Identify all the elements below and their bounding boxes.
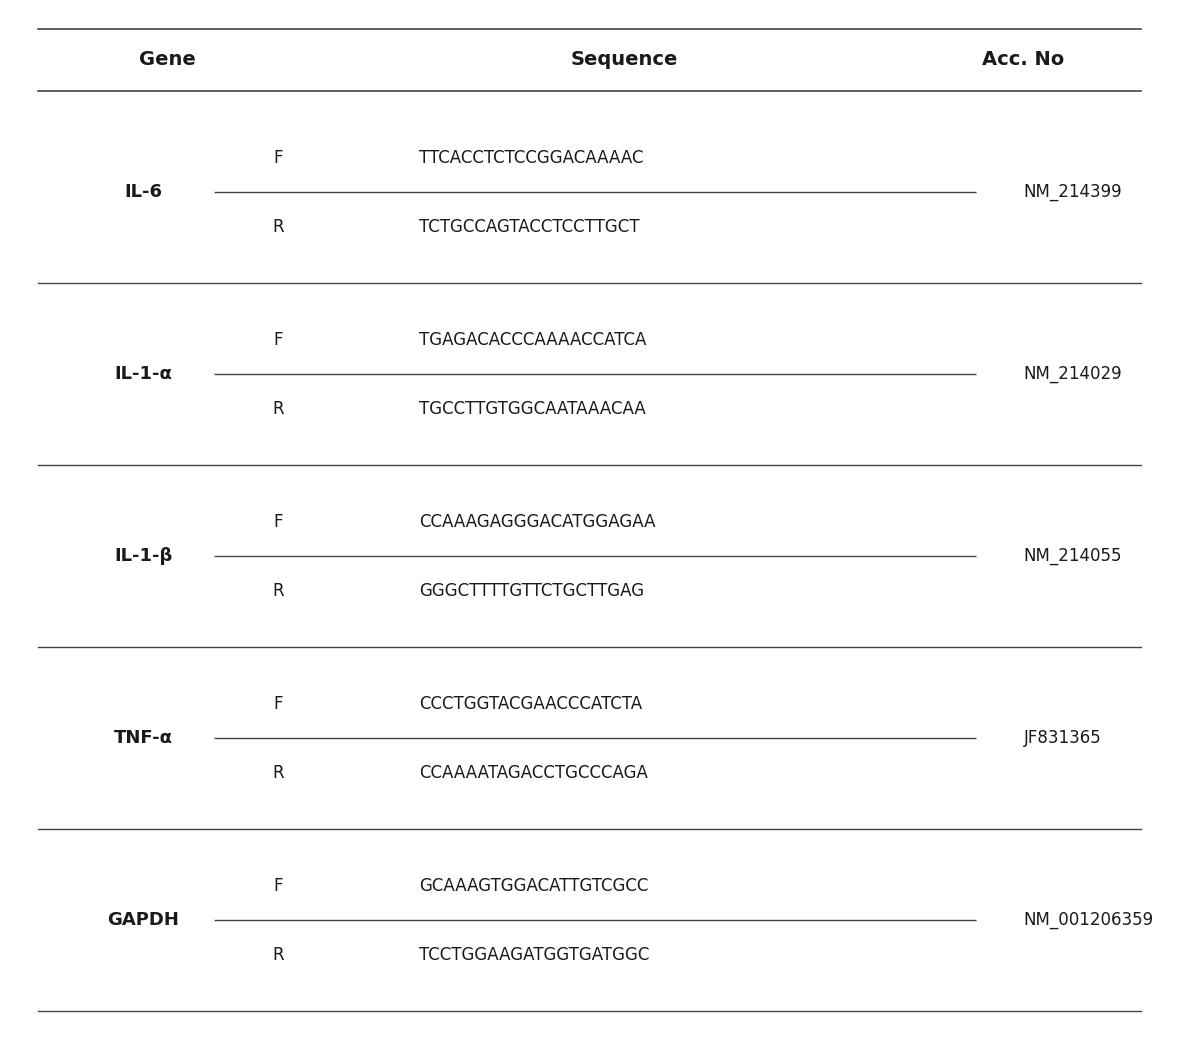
Text: Acc. No: Acc. No xyxy=(982,50,1064,69)
Text: IL-6: IL-6 xyxy=(125,184,163,202)
Text: NM_214029: NM_214029 xyxy=(1024,366,1122,384)
Text: TTCACCTCTCCGGACAAAAC: TTCACCTCTCCGGACAAAAC xyxy=(420,149,643,167)
Text: TGCCTTGTGGCAATAAACAA: TGCCTTGTGGCAATAAACAA xyxy=(420,400,646,418)
Text: F: F xyxy=(273,877,283,895)
Text: CCAAAGAGGGACATGGAGAA: CCAAAGAGGGACATGGAGAA xyxy=(420,513,655,531)
Text: R: R xyxy=(272,582,284,600)
Text: NM_214399: NM_214399 xyxy=(1024,184,1122,202)
Text: F: F xyxy=(273,513,283,531)
Text: Gene: Gene xyxy=(139,50,195,69)
Text: TNF-α: TNF-α xyxy=(114,729,174,747)
Text: GAPDH: GAPDH xyxy=(108,911,180,929)
Text: R: R xyxy=(272,400,284,418)
Text: F: F xyxy=(273,149,283,167)
Text: IL-1-β: IL-1-β xyxy=(114,548,172,565)
Text: F: F xyxy=(273,331,283,349)
Text: JF831365: JF831365 xyxy=(1024,729,1101,747)
Text: TGAGACACCCAAAACCATCA: TGAGACACCCAAAACCATCA xyxy=(420,331,647,349)
Text: F: F xyxy=(273,695,283,713)
Text: R: R xyxy=(272,946,284,963)
Text: NM_214055: NM_214055 xyxy=(1024,548,1122,565)
Text: CCAAAATAGACCTGCCCAGA: CCAAAATAGACCTGCCCAGA xyxy=(420,764,648,782)
Text: NM_001206359: NM_001206359 xyxy=(1024,911,1153,929)
Text: Sequence: Sequence xyxy=(571,50,678,69)
Text: GCAAAGTGGACATTGTCGCC: GCAAAGTGGACATTGTCGCC xyxy=(420,877,649,895)
Text: IL-1-α: IL-1-α xyxy=(114,366,172,384)
Text: R: R xyxy=(272,764,284,782)
Text: GGGCTTTTGTTCTGCTTGAG: GGGCTTTTGTTCTGCTTGAG xyxy=(420,582,644,600)
Text: CCCTGGTACGAACCCATCTA: CCCTGGTACGAACCCATCTA xyxy=(420,695,642,713)
Text: TCTGCCAGTACCTCCTTGCT: TCTGCCAGTACCTCCTTGCT xyxy=(420,218,640,236)
Text: R: R xyxy=(272,218,284,236)
Text: TCCTGGAAGATGGTGATGGC: TCCTGGAAGATGGTGATGGC xyxy=(420,946,649,963)
